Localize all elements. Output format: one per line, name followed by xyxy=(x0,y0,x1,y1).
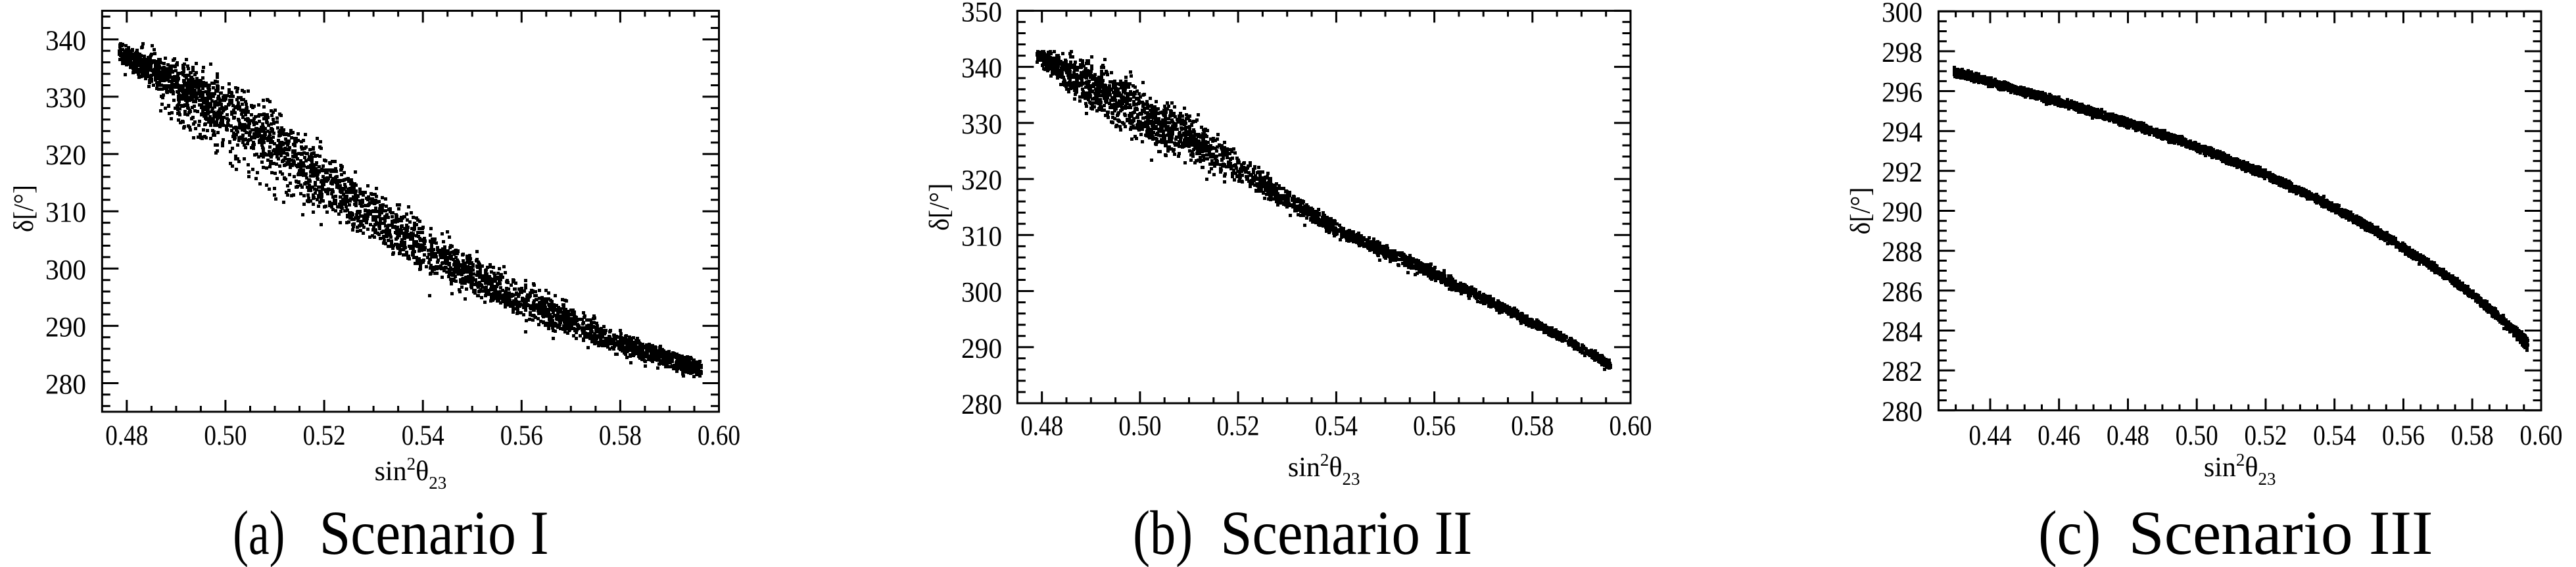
svg-text:(c): (c) xyxy=(2038,498,2101,567)
svg-text:0.48: 0.48 xyxy=(2107,420,2149,451)
svg-text:0.56: 0.56 xyxy=(1413,411,1456,442)
svg-text:0.60: 0.60 xyxy=(1610,411,1652,442)
svg-text:320: 320 xyxy=(45,140,86,171)
svg-text:0.44: 0.44 xyxy=(1969,420,2012,451)
svg-text:310: 310 xyxy=(45,197,86,228)
svg-text:0.60: 0.60 xyxy=(2520,420,2563,451)
svg-text:δ[/°]: δ[/°] xyxy=(9,185,39,232)
svg-text:0.60: 0.60 xyxy=(698,420,740,451)
svg-text:300: 300 xyxy=(45,255,86,285)
svg-text:330: 330 xyxy=(961,109,1002,140)
svg-text:δ[/°]: δ[/°] xyxy=(1846,187,1876,235)
svg-text:340: 340 xyxy=(45,26,86,57)
svg-text:320: 320 xyxy=(961,165,1002,196)
svg-text:0.54: 0.54 xyxy=(1315,411,1358,442)
svg-text:286: 286 xyxy=(1882,277,1922,308)
svg-text:310: 310 xyxy=(961,221,1002,252)
svg-text:0.48: 0.48 xyxy=(1020,411,1063,442)
svg-text:Scenario II: Scenario II xyxy=(1220,498,1472,567)
svg-text:0.58: 0.58 xyxy=(599,420,642,451)
svg-text:294: 294 xyxy=(1882,117,1922,148)
svg-text:0.56: 0.56 xyxy=(500,420,543,451)
svg-text:0.56: 0.56 xyxy=(2382,420,2425,451)
svg-text:330: 330 xyxy=(45,83,86,114)
svg-text:300: 300 xyxy=(961,278,1002,308)
svg-text:280: 280 xyxy=(45,370,86,401)
svg-text:290: 290 xyxy=(961,333,1002,364)
svg-text:(b): (b) xyxy=(1133,498,1193,567)
svg-text:284: 284 xyxy=(1882,317,1922,348)
svg-text:0.52: 0.52 xyxy=(2245,420,2287,451)
svg-text:280: 280 xyxy=(1882,397,1922,428)
svg-text:Scenario I: Scenario I xyxy=(320,498,549,567)
svg-text:296: 296 xyxy=(1882,78,1922,109)
svg-text:0.54: 0.54 xyxy=(2313,420,2356,451)
svg-text:0.58: 0.58 xyxy=(1511,411,1554,442)
svg-text:282: 282 xyxy=(1882,357,1922,387)
svg-text:0.52: 0.52 xyxy=(1217,411,1260,442)
svg-text:(a): (a) xyxy=(233,498,285,567)
svg-text:290: 290 xyxy=(1882,197,1922,228)
svg-text:290: 290 xyxy=(45,312,86,343)
svg-text:340: 340 xyxy=(961,53,1002,84)
svg-text:0.58: 0.58 xyxy=(2451,420,2494,451)
svg-text:292: 292 xyxy=(1882,157,1922,188)
svg-text:0.54: 0.54 xyxy=(402,420,444,451)
svg-text:300: 300 xyxy=(1882,0,1922,28)
svg-text:288: 288 xyxy=(1882,237,1922,268)
svg-text:280: 280 xyxy=(961,389,1002,420)
svg-text:Scenario III: Scenario III xyxy=(2129,498,2433,567)
svg-text:0.50: 0.50 xyxy=(204,420,247,451)
svg-text:0.46: 0.46 xyxy=(2038,420,2080,451)
svg-text:350: 350 xyxy=(961,0,1002,28)
svg-text:298: 298 xyxy=(1882,37,1922,68)
svg-text:0.52: 0.52 xyxy=(303,420,346,451)
svg-text:0.50: 0.50 xyxy=(2176,420,2218,451)
svg-text:0.50: 0.50 xyxy=(1118,411,1161,442)
svg-text:δ[/°]: δ[/°] xyxy=(924,184,955,231)
svg-text:0.48: 0.48 xyxy=(105,420,148,451)
